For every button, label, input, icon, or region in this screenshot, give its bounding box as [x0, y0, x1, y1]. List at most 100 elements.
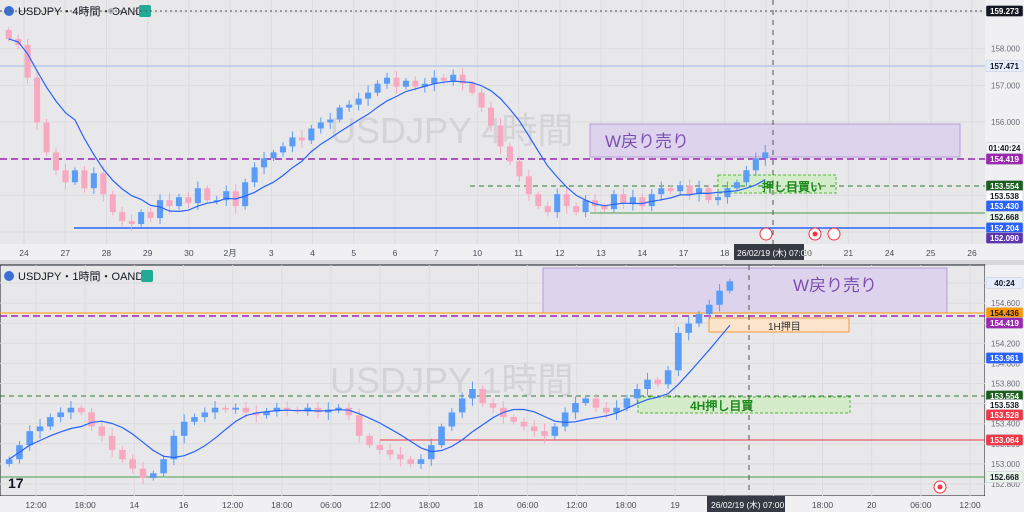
candle-body — [397, 454, 404, 460]
time-axis-label: 18:00 — [271, 500, 293, 510]
candle-body — [175, 197, 182, 207]
candle-body — [204, 188, 211, 201]
candle-body — [289, 137, 296, 147]
candle-body — [752, 158, 759, 171]
candle-body — [592, 200, 599, 207]
candle-body — [383, 77, 391, 84]
time-axis-label: 21 — [844, 248, 854, 258]
time-axis-label: 06:00 — [320, 500, 342, 510]
candle-body — [317, 122, 324, 129]
candle-body — [139, 468, 147, 478]
price-scale-label: 158.000 — [991, 45, 1020, 54]
w-sell-label-4h: W戻り売り — [605, 132, 689, 151]
candle-body — [180, 421, 188, 436]
price-tag — [985, 471, 1024, 483]
time-axis-label: 06:00 — [517, 500, 539, 510]
candle-body — [5, 29, 12, 39]
w-sell-zone-4h[interactable] — [589, 123, 961, 158]
candle-body — [572, 403, 579, 413]
price-tag-label: 154.436 — [990, 309, 1019, 318]
candle-body — [479, 389, 487, 404]
candle-body — [100, 173, 107, 195]
tradingview-logo: 17 — [8, 475, 24, 491]
4h-dip-label: 4H押し目買 — [690, 398, 753, 413]
candle-body — [108, 435, 116, 450]
price-tag-label: 154.419 — [990, 155, 1019, 164]
price-scale-label: 153.000 — [991, 460, 1020, 469]
candle-body — [252, 412, 260, 416]
candle-body — [478, 92, 485, 108]
time-axis-label: 12:00 — [959, 500, 981, 510]
4h-dip-zone[interactable] — [637, 396, 851, 414]
price-scale-label: 157.000 — [991, 81, 1020, 90]
time-axis-label: 18 — [720, 248, 730, 258]
price-tag-label: 152.090 — [990, 234, 1019, 243]
candle-body — [157, 200, 164, 219]
watermark-1h: USDJPY 1時間 — [330, 360, 573, 401]
candle-body — [77, 407, 85, 413]
usd-flag-icon — [4, 6, 14, 16]
candle-body — [81, 170, 88, 189]
price-tag-label: 153.554 — [990, 182, 1019, 191]
time-axis-label: 20 — [802, 248, 812, 258]
candle-body — [36, 426, 44, 432]
candle-body — [119, 449, 126, 460]
time-axis-label: 12:00 — [222, 500, 244, 510]
time-axis-label: 18:00 — [75, 500, 97, 510]
candle-body — [336, 107, 343, 120]
candle-body — [487, 107, 495, 126]
price-tag-label: 152.668 — [990, 213, 1019, 222]
price-tag — [985, 153, 1024, 165]
candle-body — [129, 459, 136, 469]
time-axis-label: 19 — [670, 500, 680, 510]
candle-body — [431, 77, 438, 84]
candle-body — [327, 119, 334, 123]
time-axis-label: 12:00 — [566, 500, 588, 510]
us-flag-event-icon[interactable] — [759, 227, 773, 241]
time-axis-label: 25 — [926, 248, 936, 258]
price-tag-label: 157.471 — [990, 62, 1019, 71]
us-flag-event-icon-2[interactable] — [827, 227, 841, 241]
time-axis-label: 28 — [102, 248, 112, 258]
price-scale-label: 154.200 — [991, 339, 1020, 348]
chart-title-4h: USDJPY・4時間・OANDA — [18, 5, 151, 18]
candle-body — [658, 188, 665, 195]
time-axis-label: 4 — [310, 248, 315, 258]
candle-body — [427, 445, 435, 460]
candle-body — [541, 431, 548, 436]
price-tag-label: 153.430 — [990, 202, 1019, 211]
time-axis-label: 12:00 — [369, 500, 391, 510]
time-axis-label: 26 — [967, 248, 977, 258]
time-axis-label: 12 — [555, 248, 565, 258]
candle-body — [696, 188, 703, 195]
candle-body — [592, 398, 600, 408]
candle-body — [520, 421, 528, 427]
candle-body — [279, 146, 287, 153]
candle-body — [365, 92, 372, 99]
candle-body — [67, 407, 75, 413]
candle-body — [582, 200, 589, 213]
chart-header-1h[interactable]: USDJPY・1時間・OANDA — [4, 270, 153, 283]
time-axis-label: 13 — [596, 248, 606, 258]
candle-body — [573, 206, 580, 213]
candle-body — [610, 194, 617, 210]
price-tag — [985, 277, 1024, 289]
time-axis-label: 12:00 — [25, 500, 47, 510]
candle-body — [677, 185, 684, 192]
candle-body — [270, 152, 277, 159]
w-sell-zone-1h[interactable] — [542, 267, 948, 314]
candle-body — [232, 407, 239, 410]
candle-body — [535, 194, 542, 207]
candle-body — [601, 206, 608, 210]
price-scale-label: 152.800 — [991, 480, 1020, 489]
candle-body — [345, 407, 353, 416]
1h-dip-zone[interactable] — [708, 317, 850, 333]
price-tags-4h: 159.273157.47101:40:24154.419153.554153.… — [985, 5, 1024, 244]
price-tag-label: 153.538 — [990, 192, 1019, 201]
candle-body — [119, 212, 126, 222]
candle-body — [185, 197, 192, 204]
candle-body — [47, 417, 54, 427]
price-tag — [985, 317, 1024, 329]
candle-body — [440, 77, 447, 81]
